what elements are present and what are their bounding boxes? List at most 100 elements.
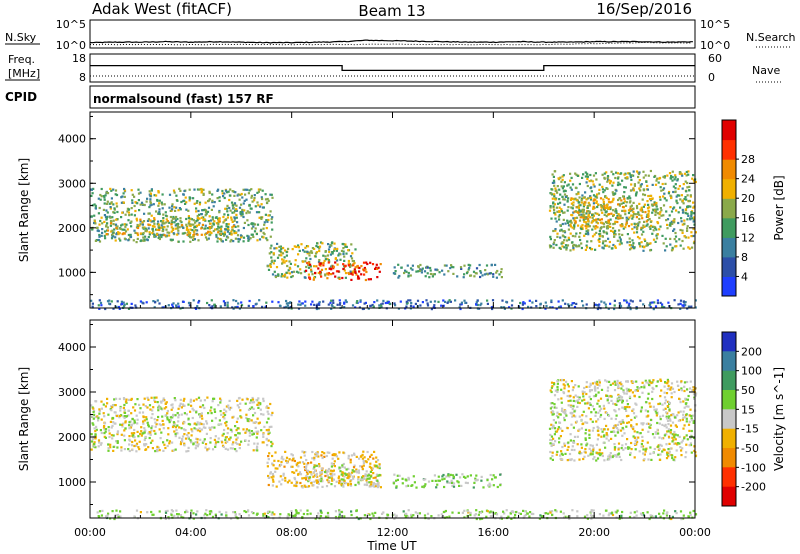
data-cell xyxy=(647,430,650,433)
data-cell xyxy=(206,232,209,235)
data-cell xyxy=(378,465,381,468)
data-cell xyxy=(178,226,181,229)
data-cell xyxy=(134,403,137,406)
data-cell xyxy=(688,247,691,250)
data-cell xyxy=(571,411,574,414)
data-cell xyxy=(100,234,103,237)
data-cell xyxy=(552,179,556,182)
data-cell xyxy=(476,303,479,307)
data-cell xyxy=(576,405,579,408)
data-cell xyxy=(641,217,644,220)
data-cell xyxy=(620,458,623,462)
data-cell xyxy=(265,406,268,409)
data-cell xyxy=(157,404,161,407)
data-cell xyxy=(189,410,192,413)
data-cell xyxy=(647,422,650,425)
data-cell xyxy=(298,300,301,303)
data-cell xyxy=(308,277,312,281)
data-cell xyxy=(563,203,566,206)
data-cell xyxy=(184,202,187,205)
data-cell xyxy=(307,261,310,264)
data-cell xyxy=(676,194,679,197)
data-cell xyxy=(213,410,217,413)
data-cell xyxy=(332,267,335,270)
data-cell xyxy=(671,436,674,439)
data-cell xyxy=(549,206,552,209)
data-cell xyxy=(206,448,209,451)
data-cell xyxy=(275,266,279,269)
data-cell xyxy=(142,403,145,406)
data-cell xyxy=(684,304,687,307)
data-cell xyxy=(276,256,280,259)
data-cell xyxy=(656,428,659,431)
data-cell xyxy=(359,299,362,302)
data-cell xyxy=(632,215,635,218)
data-cell xyxy=(572,246,575,250)
data-cell xyxy=(359,465,362,468)
data-cell xyxy=(139,300,142,303)
data-cell xyxy=(130,207,133,210)
data-cell xyxy=(113,228,116,231)
data-cell xyxy=(608,206,611,209)
data-cell xyxy=(686,181,689,185)
data-cell xyxy=(643,246,646,249)
data-cell xyxy=(469,264,472,267)
data-cell xyxy=(658,458,662,461)
data-cell xyxy=(195,210,198,213)
data-cell xyxy=(407,484,410,487)
data-cell xyxy=(110,434,113,437)
data-cell xyxy=(567,303,570,306)
data-cell xyxy=(669,453,672,456)
data-cell xyxy=(95,400,98,403)
data-cell xyxy=(214,443,217,446)
data-cell xyxy=(444,300,447,303)
data-cell xyxy=(679,307,682,310)
data-cell xyxy=(658,216,661,219)
data-cell xyxy=(451,474,455,477)
data-cell xyxy=(229,188,232,191)
data-cell xyxy=(580,225,583,228)
data-cell xyxy=(430,308,433,311)
data-cell xyxy=(602,222,606,225)
data-cell xyxy=(614,383,617,386)
data-cell xyxy=(500,276,503,279)
data-cell xyxy=(623,299,626,302)
data-cell xyxy=(162,427,165,430)
data-cell xyxy=(265,237,268,240)
data-cell xyxy=(607,198,610,201)
data-cell xyxy=(576,174,579,177)
data-cell xyxy=(363,266,366,270)
noise-left-tick-bottom: 10^0 xyxy=(56,39,86,52)
data-cell xyxy=(674,190,677,194)
data-cell xyxy=(306,252,309,255)
data-cell xyxy=(141,226,144,229)
data-cell xyxy=(226,432,229,435)
data-cell xyxy=(231,220,234,223)
data-cell xyxy=(260,217,263,220)
data-cell xyxy=(149,204,152,207)
data-cell xyxy=(589,246,592,250)
data-cell xyxy=(161,229,165,233)
data-cell xyxy=(620,172,623,175)
data-cell xyxy=(571,408,574,411)
data-cell xyxy=(333,473,336,476)
data-cell xyxy=(495,271,498,274)
data-cell xyxy=(564,452,567,455)
data-cell xyxy=(157,204,160,207)
data-cell xyxy=(342,243,345,246)
data-cell xyxy=(316,452,319,455)
data-cell xyxy=(299,268,302,271)
data-cell xyxy=(661,234,664,237)
data-cell xyxy=(601,454,604,458)
data-cell xyxy=(673,430,676,434)
data-cell xyxy=(127,448,130,451)
data-cell xyxy=(161,203,164,206)
data-cell xyxy=(217,217,220,221)
data-cell xyxy=(128,424,131,427)
data-cell xyxy=(649,405,652,408)
data-cell xyxy=(267,199,270,202)
data-cell xyxy=(342,451,345,454)
data-cell xyxy=(611,513,615,517)
data-cell xyxy=(584,175,587,178)
data-cell xyxy=(685,405,688,408)
